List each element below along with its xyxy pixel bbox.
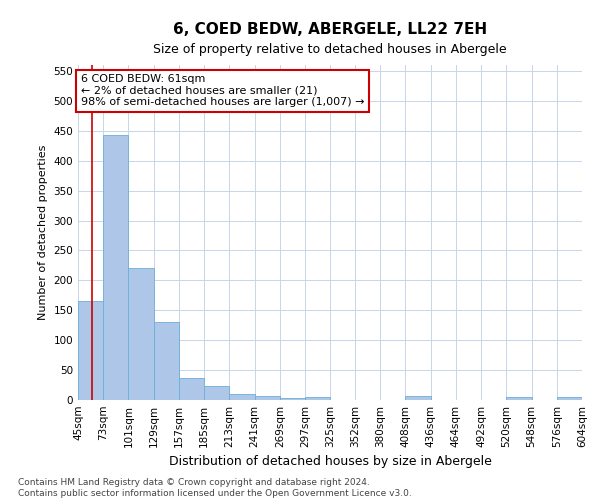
Bar	[103, 135, 128, 400]
Bar	[305, 397, 331, 400]
Text: 6 COED BEDW: 61sqm
← 2% of detached houses are smaller (21)
98% of semi-detached: 6 COED BEDW: 61sqm ← 2% of detached hous…	[81, 74, 364, 107]
Bar	[506, 397, 532, 400]
Y-axis label: Number of detached properties: Number of detached properties	[38, 145, 48, 320]
Bar	[229, 394, 255, 400]
Bar	[405, 396, 431, 400]
Bar	[154, 322, 179, 400]
Bar	[557, 397, 582, 400]
Text: 6, COED BEDW, ABERGELE, LL22 7EH: 6, COED BEDW, ABERGELE, LL22 7EH	[173, 22, 487, 38]
Bar	[78, 302, 103, 400]
Text: Contains HM Land Registry data © Crown copyright and database right 2024.
Contai: Contains HM Land Registry data © Crown c…	[18, 478, 412, 498]
Bar	[204, 386, 229, 400]
Text: Size of property relative to detached houses in Abergele: Size of property relative to detached ho…	[153, 42, 507, 56]
Bar	[280, 398, 305, 400]
Bar	[255, 396, 280, 400]
Bar	[179, 378, 204, 400]
Bar	[128, 268, 154, 400]
X-axis label: Distribution of detached houses by size in Abergele: Distribution of detached houses by size …	[169, 456, 491, 468]
